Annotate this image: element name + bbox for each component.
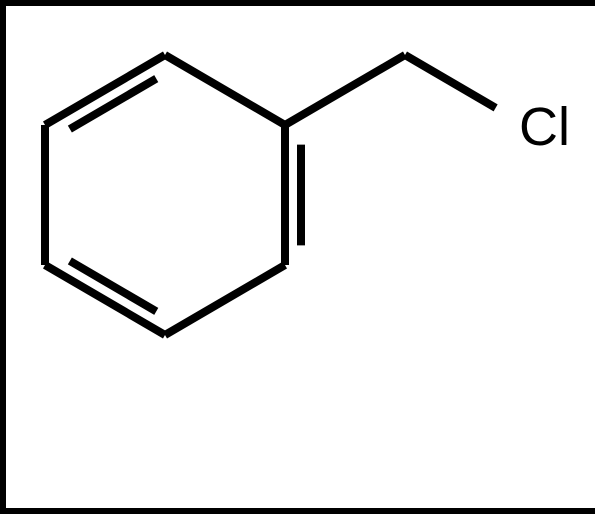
background (0, 0, 595, 514)
molecule-diagram: Cl (0, 0, 595, 514)
atom-label-cl: Cl (519, 97, 570, 157)
